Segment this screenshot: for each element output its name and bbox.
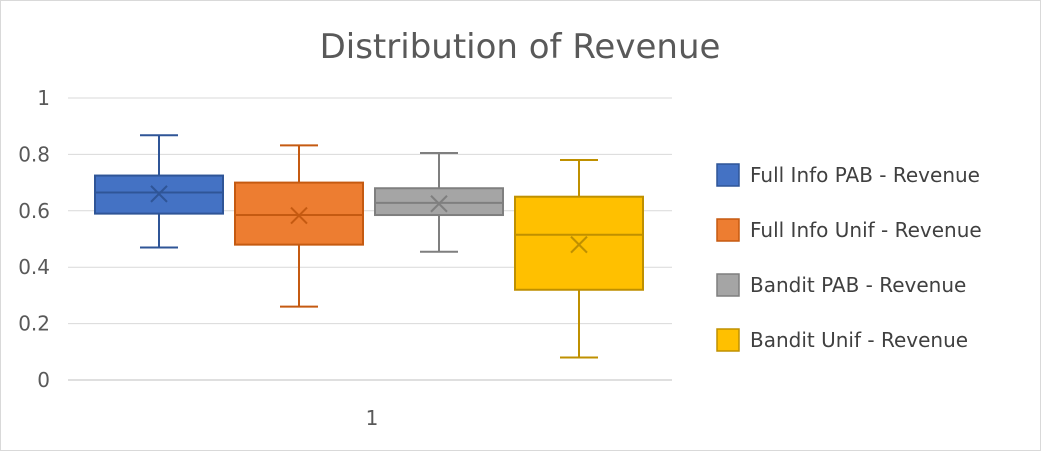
legend-item: Full Info Unif - Revenue [716,218,982,242]
legend-label: Bandit Unif - Revenue [750,328,968,352]
y-tick-label: 1 [37,86,50,110]
y-tick-label: 0 [37,368,50,392]
legend: Full Info PAB - Revenue Full Info Unif - … [716,163,982,352]
y-tick-label: 0.8 [18,142,50,166]
y-tick-label: 0.2 [18,312,50,336]
legend-label: Full Info Unif - Revenue [750,218,982,242]
iqr-box [374,187,504,217]
legend-swatch [716,328,740,352]
legend-item: Bandit Unif - Revenue [716,328,968,352]
x-axis-ticks: 1 [366,406,379,430]
mean-marker [150,185,168,203]
x-tick-label: 1 [366,406,379,430]
y-tick-label: 0.4 [18,255,50,279]
mean-marker [430,195,448,213]
legend-swatch [716,273,740,297]
y-tick-label: 0.6 [18,199,50,223]
y-axis-ticks: 0 0.2 0.4 0.6 0.8 1 [18,86,50,392]
box-series [94,134,644,359]
iqr-box [234,181,364,246]
box-series-2 [234,144,364,308]
gridlines [68,97,672,381]
box-series-4 [514,159,644,359]
legend-swatch [716,218,740,242]
legend-label: Bandit PAB - Revenue [750,273,966,297]
legend-swatch [716,163,740,187]
mean-marker [570,235,588,254]
legend-item: Bandit PAB - Revenue [716,273,966,297]
legend-item: Full Info PAB - Revenue [716,163,980,187]
box-series-1 [94,134,224,249]
legend-label: Full Info PAB - Revenue [750,163,980,187]
chart-title: Distribution of Revenue [320,27,721,67]
mean-marker [290,206,308,225]
box-series-3 [374,151,504,253]
